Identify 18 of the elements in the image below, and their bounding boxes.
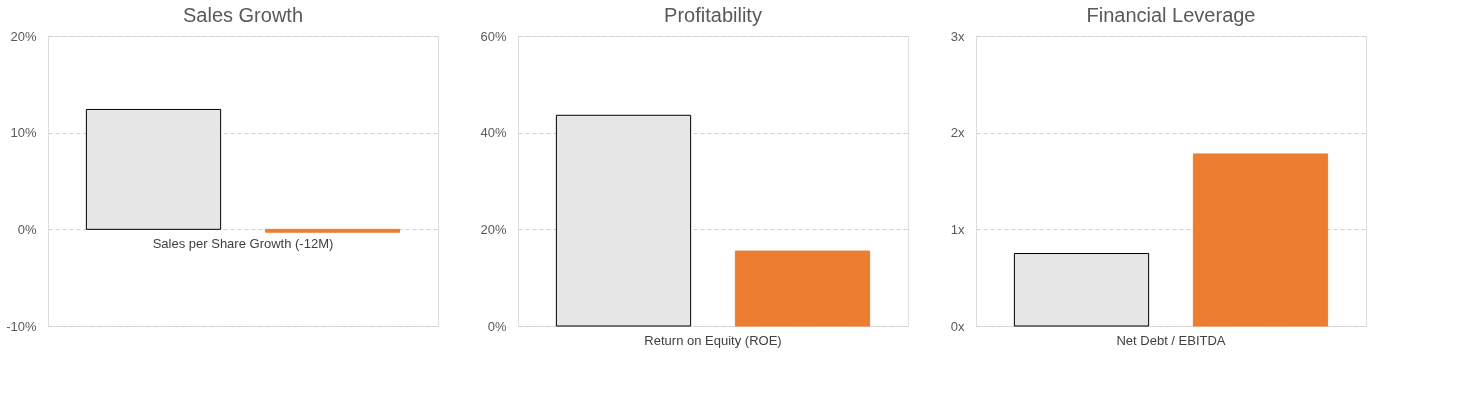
y-tick-label: 10% — [10, 125, 37, 141]
chart-title: Financial Leverage — [1086, 4, 1256, 26]
y-tick-label: 60% — [480, 28, 507, 44]
y-tick-label: 1x — [950, 221, 965, 237]
x-tick-label: Sales per Share Growth (-12M) — [152, 235, 334, 251]
y-tick-label: 20% — [480, 221, 507, 237]
y-tick-label: 40% — [480, 125, 507, 141]
y-tick-label: -10% — [6, 318, 37, 334]
y-tick-label: 20% — [10, 28, 37, 44]
y-tick-label: 0% — [487, 318, 507, 334]
y-tick-label: 3x — [950, 28, 965, 44]
chart-title: Sales Growth — [182, 4, 304, 26]
x-tick-label: Return on Equity (ROE) — [644, 332, 782, 348]
y-tick-label: 2x — [950, 125, 965, 141]
chart-title: Profitability — [664, 4, 762, 26]
y-tick-label: 0x — [950, 318, 965, 334]
x-tick-label: Net Debt / EBITDA — [1116, 332, 1226, 348]
y-tick-label: 0% — [17, 221, 37, 237]
